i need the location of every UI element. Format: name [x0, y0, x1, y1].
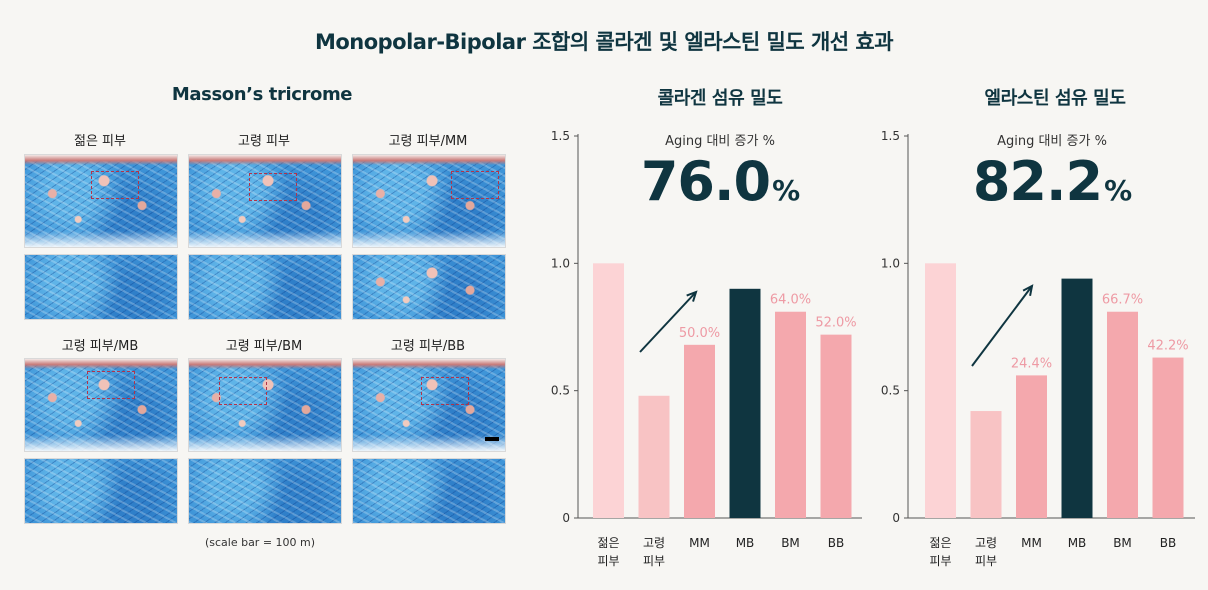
elastin-chart-subtitle: Aging 대비 증가 %	[997, 134, 1107, 149]
histology-image-aged-bb	[352, 358, 506, 452]
collagen-x-tick-label: MM	[689, 536, 710, 550]
tile-label-aged-mb: 고령 피부/MB	[61, 339, 139, 354]
histology-zoom-aged-mb	[24, 458, 178, 524]
histology-image-aged	[188, 154, 342, 248]
collagen-bar	[638, 395, 670, 518]
elastin-x-tick-label: BM	[1113, 536, 1132, 550]
elastin-headline-value: 82.2	[972, 150, 1103, 213]
tile-label-aged-bb: 고령 피부/BB	[390, 339, 466, 354]
collagen-x-tick-label: 고령 피부	[643, 536, 665, 568]
collagen-x-tick-label: BB	[828, 536, 844, 550]
histology-zoom-aged-mm	[352, 254, 506, 320]
elastin-bar	[925, 263, 956, 518]
elastin-bar	[1107, 311, 1138, 518]
elastin-y-tick-label: 0	[892, 511, 900, 525]
elastin-headline: 82.2%	[922, 150, 1182, 213]
collagen-y-tick-label: 0.5	[551, 384, 570, 398]
elastin-data-label: 24.4%	[1011, 356, 1052, 371]
collagen-headline-unit: %	[772, 174, 800, 207]
collagen-y-tick-label: 1.0	[551, 256, 570, 270]
collagen-bar	[729, 288, 761, 518]
elastin-trend-arrow-head	[1022, 284, 1034, 297]
histology-image-aged-mm	[352, 154, 506, 248]
elastin-bar	[1016, 375, 1047, 518]
elastin-bar	[1152, 357, 1184, 518]
collagen-bar	[684, 344, 715, 518]
collagen-chart-subtitle: Aging 대비 증가 %	[665, 134, 775, 149]
elastin-y-tick-label: 1.0	[881, 256, 900, 270]
scale-bar-caption: (scale bar = 100 m)	[204, 536, 316, 549]
tile-label-aged-bm: 고령 피부/BM	[225, 339, 303, 354]
collagen-bar	[775, 311, 806, 518]
collagen-x-tick-label: BM	[781, 536, 800, 550]
collagen-headline-value: 76.0	[640, 150, 771, 213]
histology-title: Masson’s tricrome	[171, 84, 353, 105]
collagen-data-label: 64.0%	[770, 293, 811, 308]
histology-zoom-aged-bm	[188, 458, 342, 524]
collagen-y-tick-label: 0	[562, 511, 570, 525]
histology-image-young	[24, 154, 178, 248]
elastin-x-tick-label: 고령 피부	[975, 536, 997, 568]
elastin-bar	[1061, 278, 1093, 518]
collagen-data-label: 50.0%	[679, 326, 720, 341]
tile-label-young: 젊은 피부	[74, 134, 126, 149]
histology-zoom-aged	[188, 254, 342, 320]
collagen-trend-arrow-line	[639, 291, 697, 353]
collagen-bar	[820, 334, 852, 518]
collagen-data-label: 52.0%	[815, 316, 856, 331]
tile-label-aged-mm: 고령 피부/MM	[388, 134, 468, 149]
elastin-data-label: 42.2%	[1147, 339, 1188, 354]
page-title: Monopolar-Bipolar 조합의 콜라겐 및 엘라스틴 밀도 개선 효…	[314, 30, 894, 54]
elastin-data-label: 66.7%	[1102, 293, 1143, 308]
histology-zoom-young	[24, 254, 178, 320]
collagen-trend-arrow-head	[686, 290, 698, 302]
histology-image-aged-mb	[24, 358, 178, 452]
elastin-trend-arrow-line	[971, 285, 1033, 367]
elastin-x-tick-label: 젊은 피부	[929, 536, 951, 568]
elastin-x-tick-label: BB	[1160, 536, 1176, 550]
collagen-headline: 76.0%	[590, 150, 850, 213]
collagen-y-tick-label: 1.5	[551, 129, 570, 143]
elastin-x-tick-label: MB	[1068, 536, 1087, 550]
elastin-y-tick-label: 0.5	[881, 384, 900, 398]
histology-zoom-aged-bb	[352, 458, 506, 524]
collagen-x-tick-label: 젊은 피부	[597, 536, 619, 568]
collagen-bar	[593, 263, 624, 518]
elastin-chart-title: 엘라스틴 섬유 밀도	[984, 88, 1126, 109]
elastin-headline-unit: %	[1104, 174, 1132, 207]
elastin-y-tick-label: 1.5	[881, 129, 900, 143]
scale-bar	[485, 437, 499, 441]
collagen-x-tick-label: MB	[736, 536, 755, 550]
histology-image-aged-bm	[188, 358, 342, 452]
tile-label-aged: 고령 피부	[238, 134, 290, 149]
elastin-x-tick-label: MM	[1021, 536, 1042, 550]
elastin-bar	[970, 411, 1002, 518]
collagen-chart-title: 콜라겐 섬유 밀도	[657, 88, 783, 109]
